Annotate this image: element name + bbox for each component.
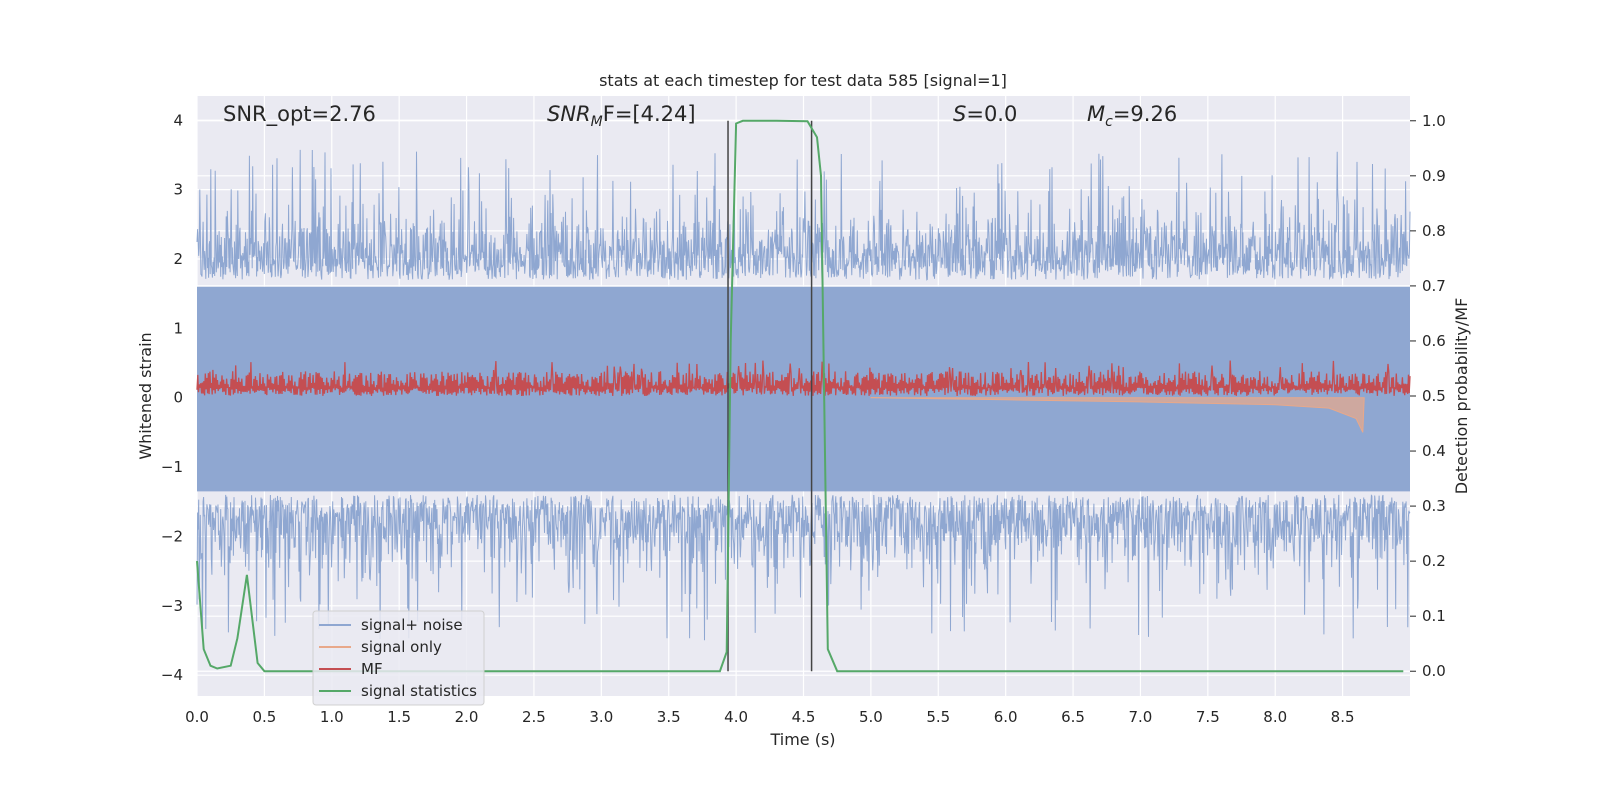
y-right-tick-label: 0.6 bbox=[1422, 332, 1446, 350]
x-tick-label: 6.5 bbox=[1061, 708, 1085, 726]
x-axis-label: Time (s) bbox=[769, 730, 835, 749]
signal-statistics-series bbox=[196, 119, 1404, 673]
x-tick-label: 7.5 bbox=[1196, 708, 1220, 726]
y-right-tick-label: 0.7 bbox=[1422, 277, 1446, 295]
y-right-tick-label: 0.0 bbox=[1422, 662, 1446, 680]
x-tick-label: 8.5 bbox=[1331, 708, 1355, 726]
mc-rest: =9.26 bbox=[1113, 102, 1177, 126]
y-axis-label: Whitened strain bbox=[136, 332, 155, 459]
y-tick-label: 1 bbox=[173, 319, 183, 337]
y-right-tick-label: 0.2 bbox=[1422, 552, 1446, 570]
y-right-tick-label: 0.3 bbox=[1422, 497, 1446, 515]
x-tick-label: 4.0 bbox=[724, 708, 748, 726]
y-tick-label: 4 bbox=[173, 111, 183, 129]
s-rest: =0.0 bbox=[966, 102, 1017, 126]
x-tick-label: 6.0 bbox=[994, 708, 1018, 726]
signal-only-trace bbox=[870, 397, 1365, 433]
y-tick-label: 0 bbox=[173, 389, 183, 407]
legend-label: MF bbox=[361, 660, 383, 678]
s-var: S bbox=[953, 102, 966, 126]
x-tick-label: 2.5 bbox=[522, 708, 546, 726]
noise-upper-trace bbox=[196, 149, 1411, 281]
x-tick-label: 1.5 bbox=[387, 708, 411, 726]
signal-statistics-trace bbox=[196, 119, 1404, 673]
y-right-tick-label: 0.8 bbox=[1422, 222, 1446, 240]
y-right-axis-label: Detection probability/MF bbox=[1452, 298, 1471, 495]
s-annotation: S=0.0 bbox=[953, 102, 1017, 126]
x-tick-label: 3.0 bbox=[589, 708, 613, 726]
snr-mf-annotation: SNRMF=[4.24] bbox=[547, 102, 696, 130]
x-tick-label: 5.0 bbox=[859, 708, 883, 726]
chart-title: stats at each timestep for test data 585… bbox=[599, 71, 1007, 90]
x-ticks: 0.0 0.5 1.0 1.5 2.0 2.5 3.0 3.5 4.0 4.5 5.0 5.5 6.0 6… bbox=[185, 708, 1354, 726]
x-tick-label: 3.5 bbox=[657, 708, 681, 726]
y-tick-label: −4 bbox=[161, 666, 183, 684]
y-tick-label: −1 bbox=[161, 458, 183, 476]
y-tick-label: 2 bbox=[173, 250, 183, 268]
legend-label: signal+ noise bbox=[361, 616, 463, 634]
legend-entry-signal-only: signal only bbox=[319, 638, 442, 656]
x-tick-label: 0.5 bbox=[252, 708, 276, 726]
legend-entry-mf: MF bbox=[319, 660, 383, 678]
y-tick-label: −3 bbox=[161, 597, 183, 615]
snr-mf-sub: M bbox=[591, 114, 603, 130]
mc-var: M bbox=[1087, 102, 1105, 126]
legend-box bbox=[312, 610, 485, 706]
x-tick-label: 0.0 bbox=[185, 708, 209, 726]
y-right-tick-label: 0.5 bbox=[1422, 387, 1446, 405]
x-tick-label: 8.0 bbox=[1263, 708, 1287, 726]
y-right-tick-label: 0.9 bbox=[1422, 167, 1446, 185]
legend-entry-signal-statistics: signal statistics bbox=[319, 682, 477, 700]
y-tick-label: −2 bbox=[161, 527, 183, 545]
x-tick-label: 5.5 bbox=[926, 708, 950, 726]
snr-mf-prefix: SNR bbox=[547, 102, 591, 126]
y-right-tick-label: 1.0 bbox=[1422, 112, 1446, 130]
x-tick-label: 7.0 bbox=[1129, 708, 1153, 726]
legend-entry-signal-noise: signal+ noise bbox=[319, 616, 463, 634]
snr-opt-annotation: SNR_opt=2.76 bbox=[223, 102, 376, 127]
mf-series bbox=[196, 360, 1411, 397]
x-tick-label: 1.0 bbox=[320, 708, 344, 726]
y-tick-label: 3 bbox=[173, 181, 183, 199]
mf-trace bbox=[196, 360, 1411, 397]
mc-sub: c bbox=[1105, 114, 1113, 130]
legend-label: signal statistics bbox=[361, 682, 477, 700]
legend-label: signal only bbox=[361, 638, 442, 656]
y-right-ticks: 1.0 0.9 0.8 0.7 0.6 0.5 0.4 0.3 0.2 0.1 0.0 bbox=[1410, 112, 1446, 680]
y-ticks: 4 3 2 1 0 −1 −2 −3 −4 bbox=[161, 111, 183, 684]
snr-mf-rest: F=[4.24] bbox=[603, 102, 696, 126]
y-right-tick-label: 0.1 bbox=[1422, 607, 1446, 625]
y-right-tick-label: 0.4 bbox=[1422, 442, 1446, 460]
mc-annotation: Mc=9.26 bbox=[1087, 102, 1177, 130]
x-tick-label: 4.5 bbox=[792, 708, 816, 726]
signal-only-series bbox=[870, 397, 1365, 433]
x-tick-label: 2.0 bbox=[455, 708, 479, 726]
legend: signal+ noise signal only MF signal stat… bbox=[312, 610, 485, 706]
noise-lower-trace bbox=[196, 494, 1411, 641]
